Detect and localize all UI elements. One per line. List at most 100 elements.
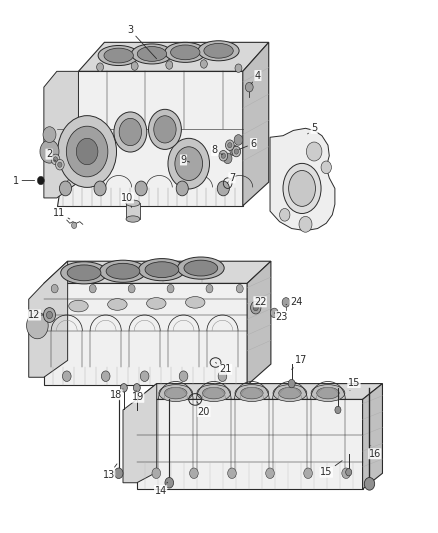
Polygon shape	[243, 42, 269, 206]
Ellipse shape	[108, 298, 127, 310]
Circle shape	[251, 301, 261, 314]
Text: 2: 2	[46, 149, 56, 161]
Circle shape	[168, 139, 209, 189]
Text: 4: 4	[251, 70, 261, 84]
Circle shape	[217, 181, 230, 196]
Circle shape	[114, 112, 147, 152]
Circle shape	[148, 109, 181, 149]
Circle shape	[154, 116, 176, 143]
Ellipse shape	[69, 300, 88, 312]
Circle shape	[228, 142, 232, 148]
Ellipse shape	[311, 385, 345, 401]
Ellipse shape	[197, 385, 231, 401]
Ellipse shape	[67, 265, 101, 281]
Circle shape	[101, 371, 110, 382]
Circle shape	[51, 154, 60, 165]
Circle shape	[131, 62, 138, 70]
Ellipse shape	[147, 297, 166, 309]
Circle shape	[232, 146, 240, 157]
Circle shape	[71, 222, 77, 229]
Ellipse shape	[283, 164, 321, 214]
Polygon shape	[363, 384, 382, 489]
Ellipse shape	[165, 42, 206, 62]
Circle shape	[175, 147, 202, 181]
Text: 15: 15	[348, 377, 360, 391]
Circle shape	[27, 312, 48, 339]
Circle shape	[282, 297, 290, 307]
Circle shape	[37, 176, 44, 185]
Text: 10: 10	[121, 193, 134, 207]
Circle shape	[119, 118, 141, 146]
Circle shape	[179, 371, 188, 382]
Circle shape	[140, 371, 149, 382]
Circle shape	[342, 468, 350, 479]
Circle shape	[166, 61, 173, 69]
Ellipse shape	[145, 262, 179, 278]
Text: 24: 24	[286, 297, 302, 307]
Circle shape	[230, 145, 238, 156]
Circle shape	[299, 216, 312, 232]
Circle shape	[51, 285, 58, 293]
Circle shape	[66, 126, 108, 177]
Ellipse shape	[279, 387, 301, 399]
Text: 3: 3	[127, 25, 156, 59]
Circle shape	[223, 153, 232, 164]
Polygon shape	[247, 261, 271, 385]
Text: 9: 9	[180, 155, 190, 165]
Circle shape	[167, 285, 174, 293]
Ellipse shape	[177, 257, 224, 279]
Ellipse shape	[198, 41, 239, 61]
Circle shape	[46, 311, 53, 319]
Circle shape	[218, 371, 227, 382]
Polygon shape	[44, 261, 271, 284]
Circle shape	[63, 371, 71, 382]
Polygon shape	[44, 71, 78, 198]
Text: 15: 15	[320, 461, 342, 477]
Circle shape	[58, 162, 62, 167]
Circle shape	[135, 181, 147, 196]
Text: 21: 21	[215, 362, 232, 374]
Text: 5: 5	[307, 123, 317, 134]
Text: 16: 16	[368, 446, 381, 459]
Ellipse shape	[170, 45, 200, 60]
Circle shape	[40, 140, 59, 163]
Circle shape	[114, 468, 123, 479]
Circle shape	[56, 159, 64, 170]
Polygon shape	[123, 384, 157, 483]
Ellipse shape	[61, 262, 107, 284]
Circle shape	[53, 157, 58, 162]
Ellipse shape	[184, 260, 218, 276]
Ellipse shape	[273, 385, 307, 401]
Ellipse shape	[137, 46, 167, 61]
Ellipse shape	[98, 45, 139, 66]
Circle shape	[221, 153, 226, 158]
Ellipse shape	[126, 200, 140, 206]
Circle shape	[228, 468, 236, 479]
Circle shape	[304, 468, 312, 479]
Circle shape	[58, 116, 117, 188]
Text: 1: 1	[13, 175, 35, 185]
Ellipse shape	[159, 385, 193, 401]
Circle shape	[165, 478, 173, 488]
Circle shape	[206, 285, 213, 293]
Ellipse shape	[104, 48, 134, 63]
Ellipse shape	[235, 385, 269, 401]
Polygon shape	[78, 42, 269, 71]
Text: 8: 8	[212, 146, 223, 156]
Circle shape	[288, 379, 295, 388]
Ellipse shape	[289, 171, 315, 206]
Text: 20: 20	[197, 402, 210, 417]
Circle shape	[346, 469, 352, 476]
Circle shape	[234, 135, 243, 145]
Ellipse shape	[100, 260, 146, 282]
Circle shape	[266, 468, 274, 479]
Text: 11: 11	[53, 208, 70, 219]
Circle shape	[253, 304, 258, 311]
Circle shape	[235, 64, 242, 72]
Text: 6: 6	[239, 139, 257, 149]
Circle shape	[335, 406, 341, 414]
Text: 12: 12	[28, 310, 43, 320]
Circle shape	[76, 139, 98, 165]
Ellipse shape	[165, 387, 187, 399]
Circle shape	[279, 208, 290, 221]
